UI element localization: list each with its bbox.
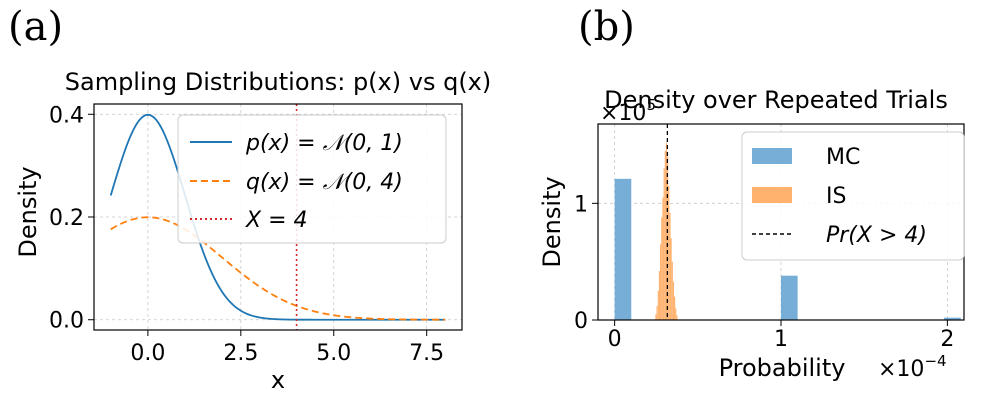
chart-b-legend: MC IS Pr(X > 4) xyxy=(741,131,965,261)
chart-a-legend-box xyxy=(177,114,447,244)
hist-bar-mc xyxy=(944,317,961,320)
chart-b-title: Density over Repeated Trials xyxy=(604,86,948,114)
legend-vline-label: X = 4 xyxy=(245,208,308,233)
chart-a-ytick-label: 0.4 xyxy=(49,103,84,128)
hist-bar-is xyxy=(664,150,666,320)
hist-bar-is xyxy=(676,315,678,320)
chart-b-x-scale: ×10−4 xyxy=(878,352,947,382)
chart-a: Sampling Distributions: p(x) vs q(x) 0.0… xyxy=(14,68,491,394)
hist-bar-is xyxy=(669,212,671,320)
legend-mc-swatch xyxy=(752,148,792,164)
chart-a-xtick-label: 5.0 xyxy=(316,341,351,366)
panel-b-label: (b) xyxy=(578,4,635,50)
chart-b-ylabel: Density xyxy=(538,176,566,267)
chart-b-xtick-label: 1 xyxy=(774,327,788,352)
chart-a-xlabel: x xyxy=(271,366,285,394)
series-q-line xyxy=(110,216,446,321)
chart-b-ytick-label: 1 xyxy=(574,192,588,217)
hist-bar-is xyxy=(663,168,665,320)
chart-a-series xyxy=(109,104,446,330)
chart-a-xtick-label: 0.0 xyxy=(130,341,165,366)
legend-q-label: q(x) = 𝒩(0, 4) xyxy=(246,170,403,195)
hist-bar-is xyxy=(671,261,673,320)
hist-bar-is xyxy=(668,185,670,320)
legend-p-label: p(x) = 𝒩(0, 1) xyxy=(245,131,403,156)
hist-bar-mc xyxy=(614,178,632,320)
chart-b-ticks: 0 1 2 0 1 xyxy=(574,192,954,352)
chart-b-xtick-label: 2 xyxy=(940,327,954,352)
chart-a-xtick-label: 2.5 xyxy=(223,341,258,366)
legend-is-label: IS xyxy=(826,184,846,209)
chart-b-y-scale: ×105 xyxy=(600,96,656,126)
hist-bar-is xyxy=(660,244,662,320)
chart-a-legend: p(x) = 𝒩(0, 1) q(x) = 𝒩(0, 4) X = 4 xyxy=(177,114,447,244)
chart-b-xlabel: Probability xyxy=(719,354,846,382)
chart-b-ytick-label: 0 xyxy=(574,309,588,334)
hist-bar-is xyxy=(674,296,676,320)
legend-pr-label: Pr(X > 4) xyxy=(826,223,927,248)
chart-a-ytick-label: 0.2 xyxy=(49,206,84,231)
panel-a-label: (a) xyxy=(8,4,63,50)
hist-bar-is xyxy=(662,197,664,320)
chart-a-xtick-label: 7.5 xyxy=(409,341,444,366)
hist-bar-is xyxy=(657,290,659,320)
hist-bar-is xyxy=(658,271,661,320)
hist-bar-mc xyxy=(781,275,798,320)
hist-bar-is xyxy=(672,281,675,320)
chart-a-ylabel: Density xyxy=(14,166,42,257)
legend-mc-label: MC xyxy=(826,145,860,170)
chart-b-xtick-label: 0 xyxy=(608,327,622,352)
chart-b: Density over Repeated Trials ×105 0 1 201 … xyxy=(538,86,965,382)
chart-b-bars xyxy=(614,124,961,320)
hist-bar-is xyxy=(675,308,677,320)
hist-bar-is xyxy=(670,238,672,320)
legend-is-swatch xyxy=(752,187,792,203)
hist-bar-is xyxy=(661,217,663,320)
chart-a-ytick-label: 0.0 xyxy=(49,309,84,334)
hist-bar-is xyxy=(656,306,658,320)
hist-bar-is xyxy=(665,142,668,320)
chart-b-legend-box xyxy=(741,131,965,261)
hist-bar-is xyxy=(655,314,657,320)
chart-a-title: Sampling Distributions: p(x) vs q(x) xyxy=(65,68,492,96)
chart-a-ticks: 0.0 2.5 5.0 7.5 0.0 0.2 0.4 xyxy=(49,103,444,366)
